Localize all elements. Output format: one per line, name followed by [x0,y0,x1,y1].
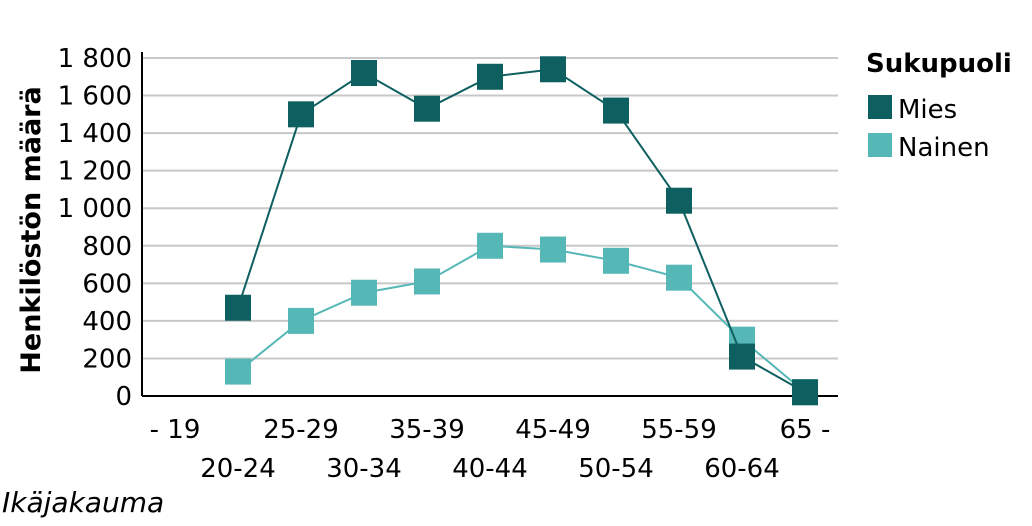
data-point [414,268,440,295]
x-tick-label: 30-34 [326,454,402,484]
series [225,56,818,406]
y-tick-label: 1 600 [58,82,132,112]
data-point [603,97,629,124]
legend-swatch [868,133,892,157]
x-tick-label: 25-29 [263,415,339,445]
y-axis-ticks: 0 200 400 600 800 1 000 1 200 1 400 1 600 1 800 [58,44,132,412]
legend-item: Nainen [868,133,990,163]
data-point [666,264,692,291]
data-point [540,56,566,83]
data-point [666,187,692,214]
data-point [351,60,377,87]
x-tick-label: 45-49 [515,415,591,445]
data-point [477,63,503,90]
legend-label: Nainen [898,133,990,163]
data-point [414,95,440,122]
data-point [288,307,314,334]
data-point [225,358,251,385]
series-line [237,244,806,394]
y-tick-label: 1 400 [58,119,132,149]
y-axis-title: Henkilöstön määrä [16,86,47,373]
y-tick-label: 600 [82,269,132,299]
y-tick-label: 0 [115,382,132,412]
data-point [540,236,566,263]
series-nainen [225,232,818,406]
series-mies [225,56,818,406]
legend-title: Sukupuoli [866,49,1012,79]
x-tick-label: 40-44 [452,454,528,484]
x-axis-ticks: - 19 20-24 25-29 30-34 35-39 40-44 45-49 50-54 5… [150,415,831,484]
x-tick-label: 35-39 [389,415,465,445]
x-tick-label: - 19 [150,415,201,445]
y-tick-label: 800 [82,232,132,262]
x-tick-label: 20-24 [200,454,276,484]
y-tick-label: 400 [82,307,132,337]
data-point [288,101,314,128]
data-point [351,279,377,306]
data-point [603,247,629,274]
x-tick-label: 55-59 [641,415,717,445]
legend-label: Mies [898,95,957,125]
x-tick-label: 60-64 [704,454,780,484]
y-tick-label: 1 000 [58,194,132,224]
legend-item: Mies [868,95,957,125]
data-point [477,232,503,259]
y-tick-label: 1 800 [58,44,132,74]
legend: Sukupuoli Mies Nainen [866,49,1012,163]
y-tick-label: 200 [82,344,132,374]
x-tick-label: 50-54 [578,454,654,484]
series-line [237,68,806,394]
y-tick-label: 1 200 [58,157,132,187]
x-tick-label: 65 - [780,415,831,445]
data-point [225,294,251,321]
data-point [729,343,755,370]
data-point [792,379,818,406]
x-axis-title: Ikäjakauma [2,486,164,519]
legend-swatch [868,95,892,119]
